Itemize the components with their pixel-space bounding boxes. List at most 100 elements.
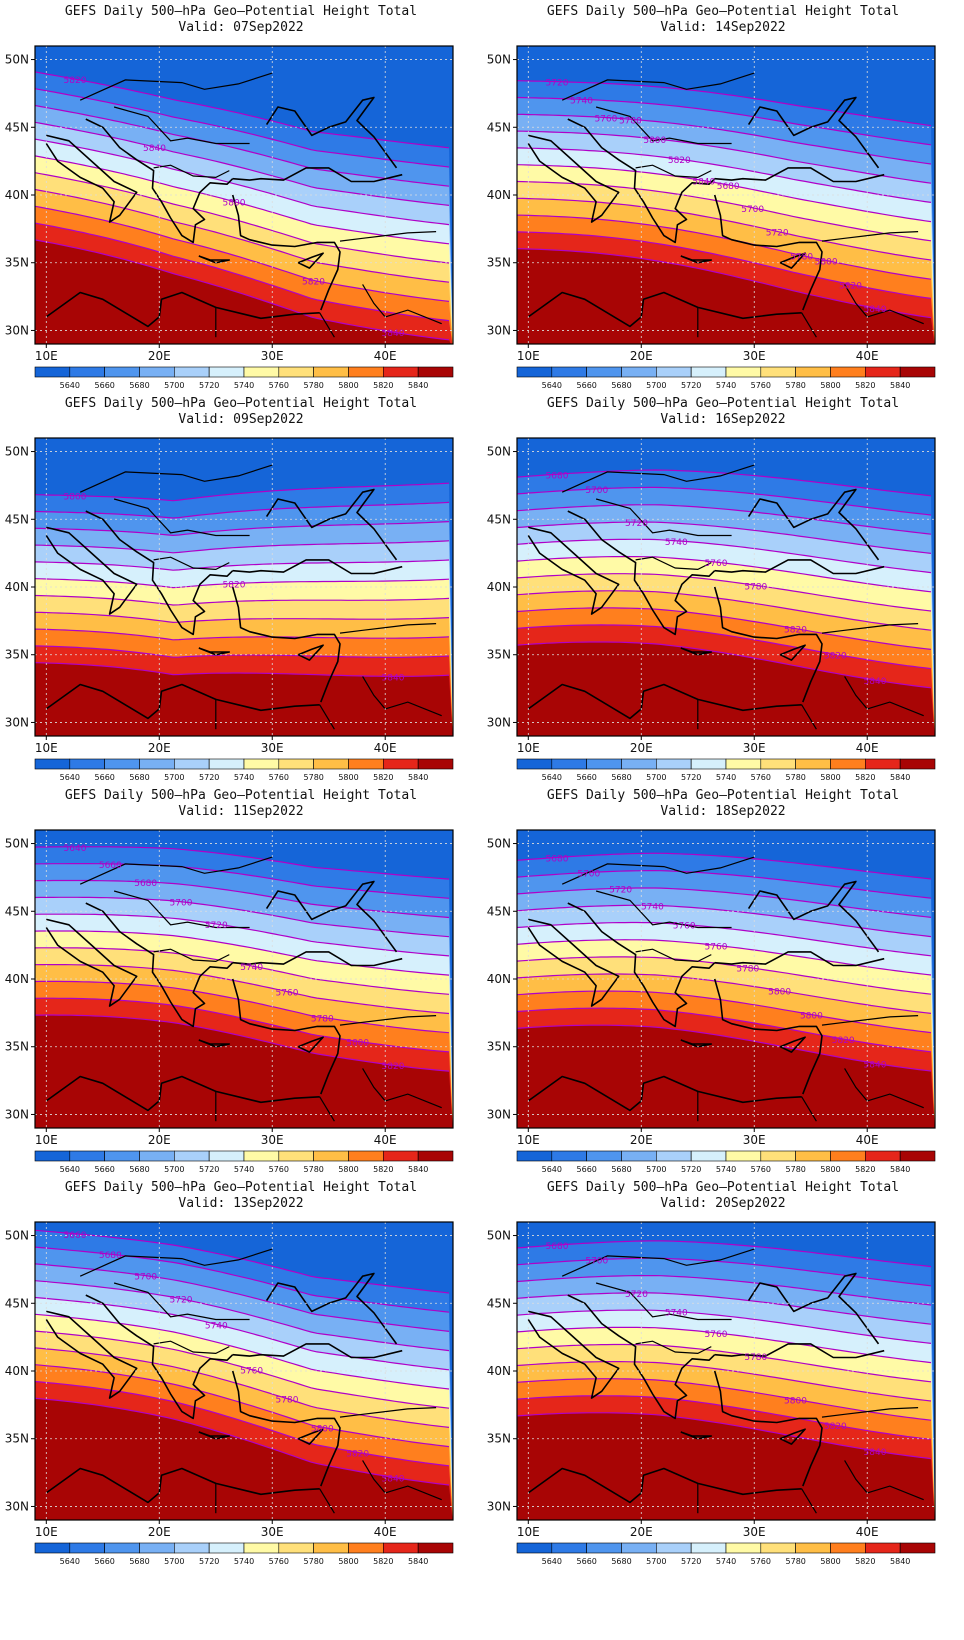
colorbar-swatch <box>690 1542 727 1554</box>
contour-label: 5720 <box>546 79 569 89</box>
contour-line <box>517 1257 932 1287</box>
contour-label: 5820 <box>382 1062 405 1072</box>
contour-line <box>517 486 932 516</box>
colorbar-swatch <box>104 366 140 378</box>
colorbar-swatch <box>551 758 587 770</box>
contour-line <box>35 594 450 606</box>
contour-label: 5800 <box>643 136 666 146</box>
colorbar-label: 5640 <box>60 1165 80 1174</box>
colorbar-swatch <box>417 758 454 770</box>
colorbar-label: 5800 <box>338 1165 358 1174</box>
colorbar-label: 5840 <box>890 1165 910 1174</box>
coastline <box>232 167 403 183</box>
contour-line <box>517 590 932 631</box>
band-fill <box>35 239 451 344</box>
contour-line <box>35 104 450 187</box>
colorbar-swatch <box>760 1150 796 1162</box>
coastline <box>231 1370 341 1487</box>
colorbar-swatch <box>656 366 692 378</box>
colorbar-swatch <box>586 1150 622 1162</box>
border-line <box>561 856 755 885</box>
colorbar-label: 5780 <box>304 1165 324 1174</box>
contour-label: 5720 <box>170 1296 193 1306</box>
panel-title: GEFS Daily 500–hPa Geo–Potential Height … <box>546 4 900 19</box>
geopotential-map: 5820 5840 5800 5820 5840 50N 45N 40N 35N 30N 10E 20… <box>5 45 454 390</box>
colorbar-label: 5740 <box>234 1165 254 1174</box>
colorbar-label: 5720 <box>681 1165 701 1174</box>
contour-line <box>517 469 932 497</box>
coastline <box>747 880 880 953</box>
lon-label: 20E <box>148 741 171 755</box>
coastline <box>747 96 880 169</box>
coastline <box>198 255 231 264</box>
colorbar-swatch <box>104 758 140 770</box>
colorbar-swatch <box>864 1150 901 1162</box>
contour-line <box>517 1412 932 1460</box>
contour-line <box>517 1240 932 1268</box>
colorbar-label: 5700 <box>646 381 666 390</box>
coastline <box>85 902 234 1028</box>
contour-label: 5680 <box>717 182 740 192</box>
contour-line <box>35 1364 450 1448</box>
contour-label: 5760 <box>673 922 696 932</box>
colorbar-label: 5720 <box>199 1557 219 1566</box>
lat-label: 45N <box>487 1296 511 1310</box>
colorbar-swatch <box>830 1542 866 1554</box>
border-line <box>801 1096 817 1122</box>
coastline <box>567 510 716 636</box>
panel-title: GEFS Daily 500–hPa Geo–Potential Height … <box>64 788 418 803</box>
colorbar-swatch <box>899 366 936 378</box>
contour-line <box>517 504 932 535</box>
colorbar-label: 5700 <box>646 1165 666 1174</box>
colorbar-swatch <box>174 366 210 378</box>
colorbar-swatch <box>621 1542 657 1554</box>
colorbar-swatch <box>417 1542 454 1554</box>
contour-label: 5780 <box>619 116 642 126</box>
coastline <box>714 951 885 967</box>
colorbar-label: 5820 <box>855 1557 875 1566</box>
colorbar-label: 5740 <box>234 773 254 782</box>
coastline <box>747 1272 880 1345</box>
colorbar-label: 5720 <box>199 1165 219 1174</box>
panel-valid-date: Valid: 09Sep2022 <box>178 412 304 427</box>
colorbar-swatch <box>899 1542 936 1554</box>
contour-line <box>517 248 932 319</box>
colorbar-swatch <box>551 366 587 378</box>
contour-line <box>35 1397 450 1486</box>
lat-label: 45N <box>487 120 511 134</box>
contour-line <box>517 641 932 689</box>
contour-line <box>35 1330 450 1409</box>
panel-valid-date: Valid: 20Sep2022 <box>660 1196 786 1211</box>
colorbar-label: 5640 <box>542 773 562 782</box>
lat-label: 50N <box>487 53 511 67</box>
lat-label: 50N <box>487 837 511 851</box>
colorbar-label: 5640 <box>542 1165 562 1174</box>
colorbar-label: 5760 <box>269 1165 289 1174</box>
lat-label: 35N <box>5 1432 29 1446</box>
contour-line <box>35 964 450 1015</box>
panel-title: GEFS Daily 500–hPa Geo–Potential Height … <box>546 1180 900 1195</box>
map-panel: GEFS Daily 500–hPa Geo–Potential Height … <box>482 0 964 410</box>
coastline <box>680 647 713 656</box>
contour-line <box>517 538 932 574</box>
border-line <box>561 464 755 493</box>
colorbar-swatch <box>382 758 419 770</box>
lat-label: 35N <box>5 648 29 662</box>
lon-label: 30E <box>261 349 284 363</box>
colorbar-swatch <box>725 1150 762 1162</box>
lat-label: 40N <box>487 972 511 986</box>
colorbar-label: 5640 <box>60 381 80 390</box>
border-line <box>635 948 712 963</box>
lat-label: 30N <box>5 1500 29 1514</box>
contour-line <box>35 521 450 537</box>
coastline <box>527 526 620 615</box>
contour-line <box>35 1246 450 1313</box>
contour-label: 5820 <box>824 1422 847 1432</box>
contour-line <box>35 846 450 880</box>
colorbar-swatch <box>348 366 384 378</box>
colorbar-swatch <box>104 1542 140 1554</box>
contour-label: 5720 <box>625 1290 648 1300</box>
contour-label: 5820 <box>223 581 246 591</box>
border-line <box>79 856 273 885</box>
